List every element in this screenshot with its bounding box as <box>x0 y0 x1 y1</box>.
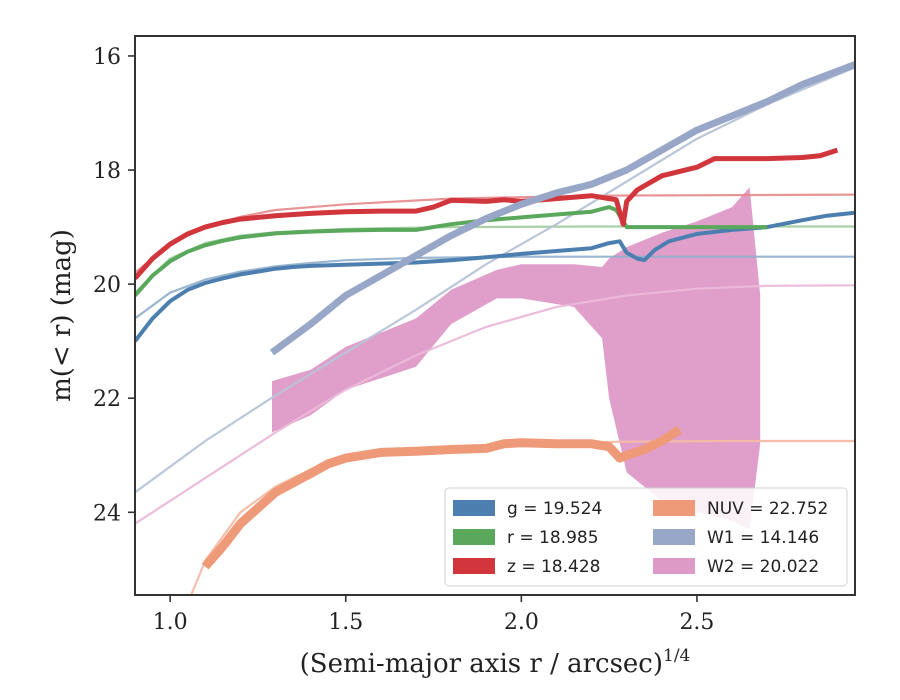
legend-label-1: r = 18.985 <box>507 528 599 548</box>
legend-swatch-3 <box>653 500 695 516</box>
x-tick-label-0: 1.0 <box>153 610 188 635</box>
x-axis-label: (Semi-major axis r / arcsec)1/4 <box>300 646 691 679</box>
series-line-3 <box>269 61 855 356</box>
legend-swatch-1 <box>453 529 495 545</box>
y-tick-label-4: 24 <box>93 501 121 526</box>
plot-area <box>135 61 855 595</box>
x-tick-label-3: 2.5 <box>679 610 714 635</box>
legend-label-5: W2 = 20.022 <box>707 557 819 577</box>
band-w2 <box>272 187 761 530</box>
y-tick-label-2: 20 <box>93 273 121 298</box>
x-axis-label-superscript: 1/4 <box>663 646 690 666</box>
axis-ticks: 1.0 1.5 2.0 2.5 16 18 20 22 24 <box>93 45 714 635</box>
model-curve-4 <box>135 284 855 525</box>
y-tick-label-3: 22 <box>93 387 121 412</box>
plot-frame <box>134 35 856 596</box>
legend-swatch-4 <box>653 529 695 545</box>
model-curve-3 <box>135 66 855 494</box>
series-line-4 <box>201 425 682 570</box>
model-curve-0 <box>135 255 855 320</box>
y-axis-label: m(< r) (mag) <box>47 229 77 402</box>
x-axis-label-main: (Semi-major axis r / arcsec) <box>300 649 663 679</box>
x-tick-label-2: 2.0 <box>504 610 539 635</box>
legend-label-4: W1 = 14.146 <box>707 528 819 548</box>
legend-swatch-2 <box>453 558 495 574</box>
legend-label-2: z = 18.428 <box>507 557 600 577</box>
legend-box <box>444 487 848 587</box>
legend-swatch-0 <box>453 500 495 516</box>
y-tick-label-0: 16 <box>93 45 121 70</box>
legend-label-0: g = 19.524 <box>507 499 602 519</box>
legend: g = 19.524 r = 18.985 z = 18.428 NUV = 22.7… <box>444 487 848 587</box>
series-line-2 <box>135 147 839 281</box>
x-tick-label-1: 1.5 <box>328 610 363 635</box>
legend-label-3: NUV = 22.752 <box>707 499 828 519</box>
series-line-1 <box>135 205 768 297</box>
legend-swatch-5 <box>653 558 695 574</box>
plot-clip-group <box>135 61 855 595</box>
series-line-0 <box>135 210 855 343</box>
y-tick-label-1: 18 <box>93 159 121 184</box>
